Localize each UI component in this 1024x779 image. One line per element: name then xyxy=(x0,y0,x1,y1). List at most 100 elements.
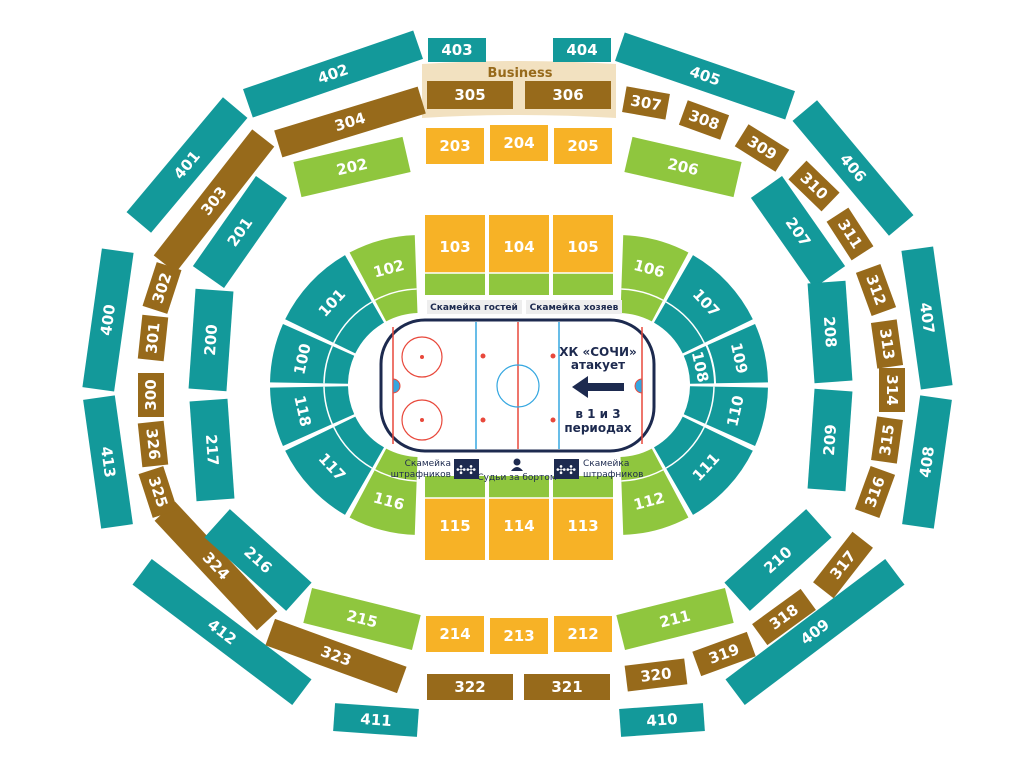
section-308[interactable]: 308 xyxy=(678,100,730,140)
section-shape[interactable] xyxy=(138,466,178,518)
section-shape[interactable] xyxy=(83,395,133,529)
section-107[interactable]: 107 xyxy=(654,255,753,354)
section-207[interactable]: 207 xyxy=(750,176,846,288)
section-407[interactable]: 407 xyxy=(901,246,953,390)
section-shape[interactable] xyxy=(624,658,688,692)
section-shape[interactable] xyxy=(270,323,355,384)
section-405[interactable]: 405 xyxy=(615,32,795,120)
section-shape[interactable] xyxy=(615,32,795,120)
section-117[interactable]: 117 xyxy=(285,416,384,515)
section-shape[interactable] xyxy=(427,81,513,109)
section-201[interactable]: 201 xyxy=(192,176,288,288)
section-204[interactable]: 204 xyxy=(490,125,548,161)
section-shape[interactable] xyxy=(620,235,689,322)
section-114[interactable]: 114 xyxy=(489,476,549,560)
section-shape[interactable] xyxy=(724,509,832,611)
section-112[interactable]: 112 xyxy=(620,448,689,535)
section-shape[interactable] xyxy=(349,448,418,535)
section-shape[interactable] xyxy=(204,509,312,611)
section-211[interactable]: 211 xyxy=(616,587,734,651)
section-214[interactable]: 214 xyxy=(426,616,484,652)
section-210[interactable]: 210 xyxy=(724,509,832,611)
section-316[interactable]: 316 xyxy=(854,465,896,519)
section-shape[interactable] xyxy=(750,176,846,288)
section-313[interactable]: 313 xyxy=(870,319,904,369)
section-103[interactable]: 103 xyxy=(425,215,485,295)
section-403[interactable]: 403 xyxy=(428,38,486,62)
section-302[interactable]: 302 xyxy=(142,262,182,314)
section-212[interactable]: 212 xyxy=(554,616,612,652)
section-shape[interactable] xyxy=(154,501,278,631)
section-shape[interactable] xyxy=(428,38,486,62)
section-213[interactable]: 213 xyxy=(490,618,548,654)
section-110[interactable]: 110 xyxy=(683,386,768,447)
section-304[interactable]: 304 xyxy=(274,86,426,158)
section-315[interactable]: 315 xyxy=(871,416,903,464)
section-shape[interactable] xyxy=(807,280,853,384)
section-309[interactable]: 309 xyxy=(734,124,790,172)
section-400[interactable]: 400 xyxy=(82,248,134,392)
section-206[interactable]: 206 xyxy=(624,136,742,198)
section-320[interactable]: 320 xyxy=(624,658,688,692)
section-312[interactable]: 312 xyxy=(855,263,897,317)
section-108[interactable]: 108 xyxy=(683,345,714,384)
section-shape[interactable] xyxy=(616,587,734,651)
section-323[interactable]: 323 xyxy=(265,618,407,694)
section-shape[interactable] xyxy=(870,319,904,369)
section-shape[interactable] xyxy=(137,420,169,468)
section-shape[interactable] xyxy=(707,323,768,384)
section-215[interactable]: 215 xyxy=(303,587,421,651)
section-shape[interactable] xyxy=(619,703,705,737)
section-shape[interactable] xyxy=(142,262,182,314)
section-shape[interactable] xyxy=(725,559,905,705)
section-321[interactable]: 321 xyxy=(524,674,610,700)
section-shape[interactable] xyxy=(855,263,897,317)
section-111[interactable]: 111 xyxy=(654,416,753,515)
section-322[interactable]: 322 xyxy=(427,674,513,700)
section-305[interactable]: 305 xyxy=(427,81,513,109)
section-shape[interactable] xyxy=(554,128,612,164)
section-shape[interactable] xyxy=(683,345,714,384)
section-113[interactable]: 113 xyxy=(553,476,613,560)
section-105[interactable]: 105 xyxy=(553,215,613,295)
section-314[interactable]: 314 xyxy=(879,368,905,412)
section-413[interactable]: 413 xyxy=(83,395,133,529)
section-100[interactable]: 100 xyxy=(270,323,355,384)
section-208[interactable]: 208 xyxy=(807,280,853,384)
section-shape[interactable] xyxy=(285,416,384,515)
section-300[interactable]: 300 xyxy=(138,373,164,417)
section-shape[interactable] xyxy=(622,86,670,120)
section-shape[interactable] xyxy=(792,100,914,236)
section-shape[interactable] xyxy=(692,631,756,677)
section-shape[interactable] xyxy=(426,616,484,652)
section-411[interactable]: 411 xyxy=(333,703,419,737)
section-shape[interactable] xyxy=(524,674,610,700)
section-shape[interactable] xyxy=(734,124,790,172)
section-shape[interactable] xyxy=(265,618,407,694)
section-402[interactable]: 402 xyxy=(243,30,423,118)
section-306[interactable]: 306 xyxy=(525,81,611,109)
section-shape[interactable] xyxy=(285,255,384,354)
section-shape[interactable] xyxy=(620,448,689,535)
section-shape[interactable] xyxy=(752,588,816,646)
section-shape[interactable] xyxy=(188,288,234,392)
section-301[interactable]: 301 xyxy=(137,314,169,362)
section-shape[interactable] xyxy=(678,100,730,140)
section-shape[interactable] xyxy=(189,398,235,502)
section-216[interactable]: 216 xyxy=(204,509,312,611)
section-shape[interactable] xyxy=(132,559,312,705)
section-shape[interactable] xyxy=(243,30,423,118)
section-shape[interactable] xyxy=(126,97,248,233)
section-202[interactable]: 202 xyxy=(293,136,411,198)
section-shape[interactable] xyxy=(683,386,768,447)
section-shape[interactable] xyxy=(654,255,753,354)
section-shape[interactable] xyxy=(902,395,952,529)
section-205[interactable]: 205 xyxy=(554,128,612,164)
section-shape[interactable] xyxy=(553,38,611,62)
section-shape[interactable] xyxy=(807,388,853,492)
section-shape[interactable] xyxy=(490,618,548,654)
section-shape[interactable] xyxy=(293,136,411,198)
section-116[interactable]: 116 xyxy=(349,448,418,535)
section-410[interactable]: 410 xyxy=(619,703,705,737)
section-shape[interactable] xyxy=(525,81,611,109)
